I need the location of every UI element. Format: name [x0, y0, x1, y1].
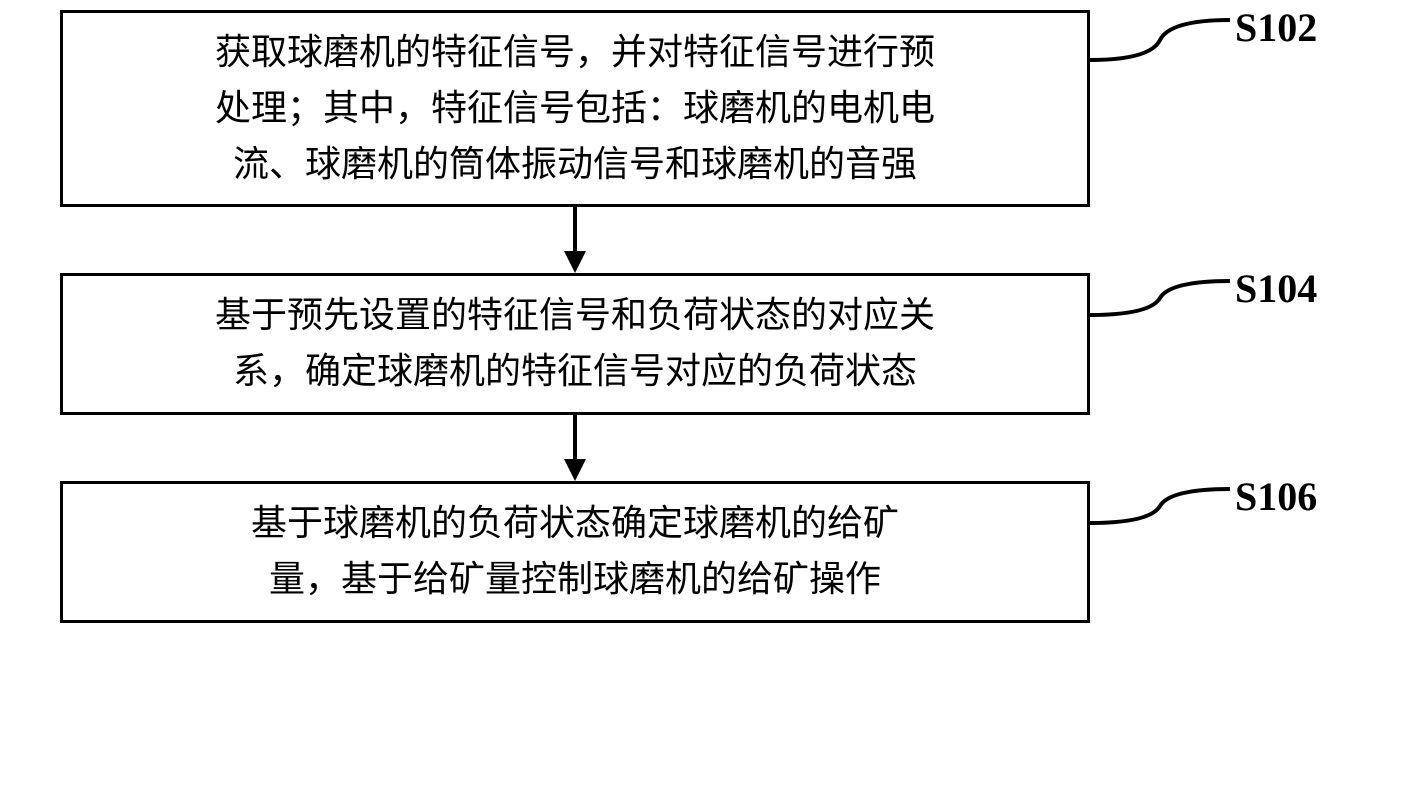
flow-node-s102: 获取球磨机的特征信号，并对特征信号进行预 处理；其中，特征信号包括：球磨机的电机… [60, 10, 1090, 207]
flow-node-text-line: 基于球磨机的负荷状态确定球磨机的给矿 [87, 496, 1063, 552]
flow-node-text-line: 量，基于给矿量控制球磨机的给矿操作 [87, 552, 1063, 608]
flow-node-text-line: 系，确定球磨机的特征信号对应的负荷状态 [87, 344, 1063, 400]
flow-row-s104: 基于预先设置的特征信号和负荷状态的对应关 系，确定球磨机的特征信号对应的负荷状态… [60, 273, 1360, 415]
flow-label-s106: S106 [1235, 473, 1317, 520]
flow-node-text-line: 基于预先设置的特征信号和负荷状态的对应关 [87, 288, 1063, 344]
flow-node-text-line: 处理；其中，特征信号包括：球磨机的电机电 [87, 81, 1063, 137]
flow-node-s106: 基于球磨机的负荷状态确定球磨机的给矿 量，基于给矿量控制球磨机的给矿操作 [60, 481, 1090, 623]
flowchart: 获取球磨机的特征信号，并对特征信号进行预 处理；其中，特征信号包括：球磨机的电机… [60, 10, 1360, 623]
flow-edge-s102-s104 [60, 207, 1090, 273]
flow-label-s104: S104 [1235, 265, 1317, 312]
flow-node-s104: 基于预先设置的特征信号和负荷状态的对应关 系，确定球磨机的特征信号对应的负荷状态 [60, 273, 1090, 415]
flow-label-s102: S102 [1235, 4, 1317, 51]
flow-row-s102: 获取球磨机的特征信号，并对特征信号进行预 处理；其中，特征信号包括：球磨机的电机… [60, 10, 1360, 207]
flow-row-s106: 基于球磨机的负荷状态确定球磨机的给矿 量，基于给矿量控制球磨机的给矿操作 S10… [60, 481, 1360, 623]
flow-node-text-line: 流、球磨机的筒体振动信号和球磨机的音强 [87, 137, 1063, 193]
flow-edge-s104-s106 [60, 415, 1090, 481]
flow-node-text-line: 获取球磨机的特征信号，并对特征信号进行预 [87, 25, 1063, 81]
